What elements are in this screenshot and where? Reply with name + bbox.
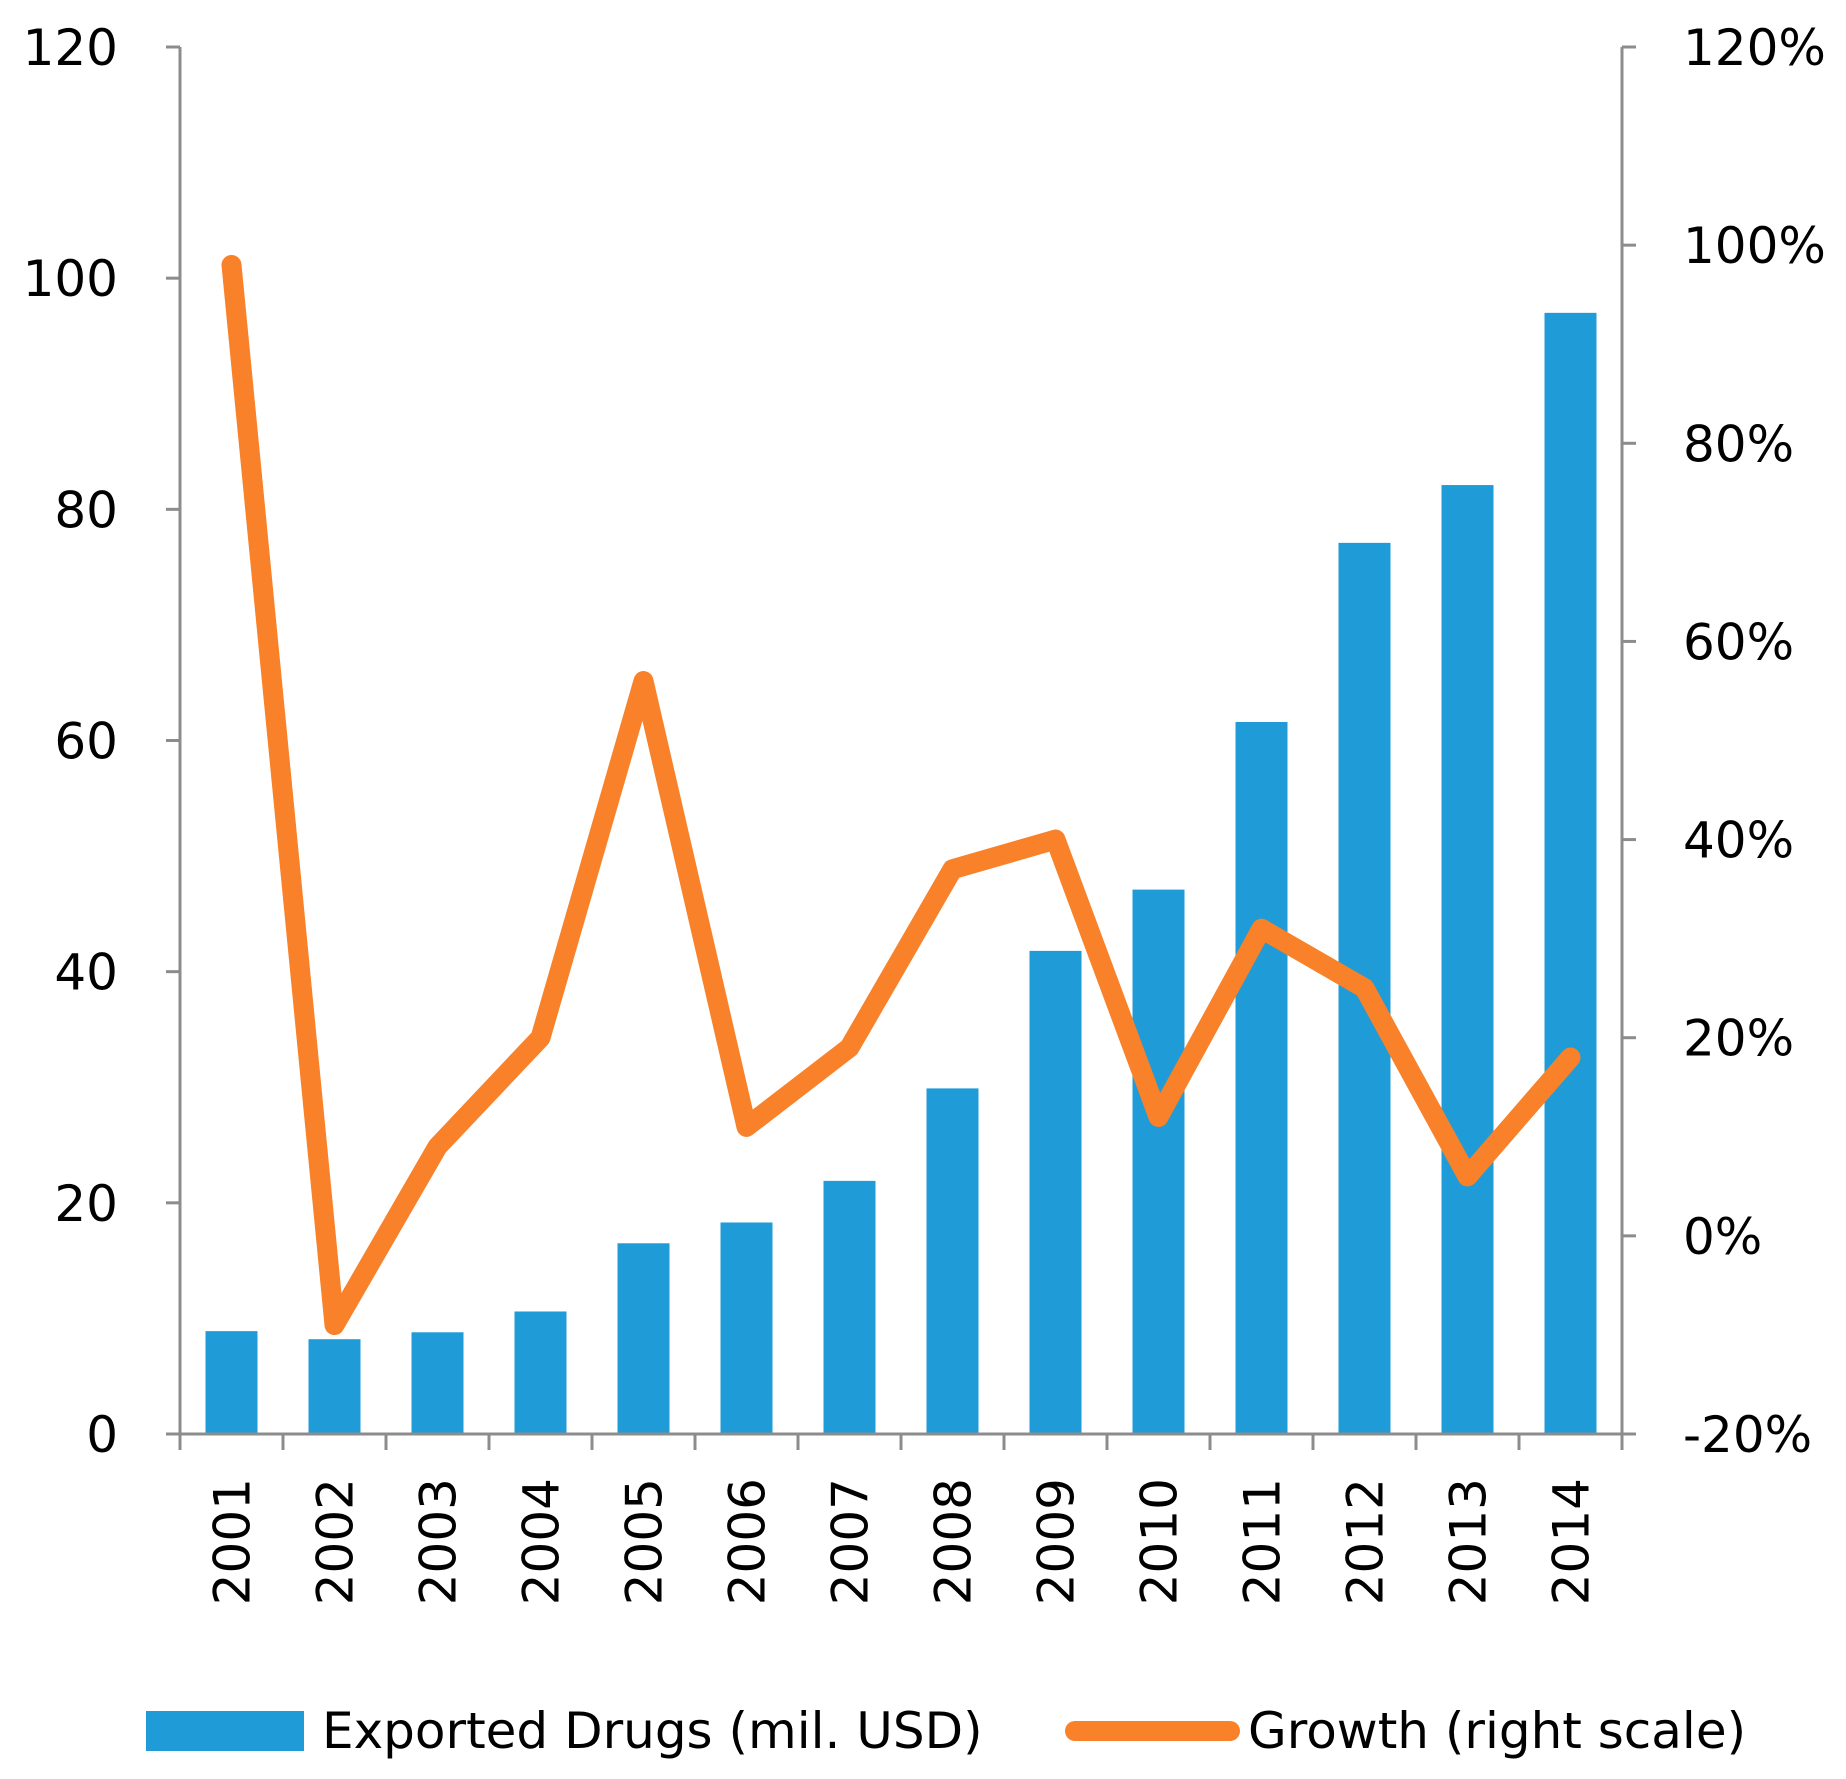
growth-point-2009	[1054, 838, 1057, 841]
x-tick-label-2012: 2012	[1337, 1478, 1395, 1605]
growth-point-2008	[951, 868, 954, 871]
right-tick-label: 80%	[1683, 415, 1794, 473]
left-axis-tick-labels: 0 20 40 60 80 100 120	[23, 19, 118, 1464]
x-tick-label-2009: 2009	[1028, 1478, 1086, 1605]
legend-line-label: Growth (right scale)	[1248, 1702, 1746, 1760]
bar-series	[205, 312, 1597, 1435]
x-tick-label-2010: 2010	[1131, 1478, 1189, 1605]
growth-point-2001	[230, 263, 233, 266]
x-tick-label-2008: 2008	[925, 1478, 983, 1605]
bar-2007	[823, 1180, 876, 1434]
right-tick-label: 20%	[1683, 1010, 1794, 1068]
growth-line-series	[221, 254, 1581, 1336]
bar-2010	[1132, 889, 1185, 1434]
bar-2014	[1544, 312, 1597, 1434]
bar-2013	[1441, 485, 1494, 1435]
right-tick-label: 120%	[1683, 19, 1826, 77]
axes	[166, 45, 1636, 1450]
bar-2002	[308, 1339, 361, 1434]
bar-2004	[514, 1311, 567, 1434]
left-tick-label: 20	[54, 1175, 118, 1233]
x-tick-label-2007: 2007	[822, 1478, 880, 1605]
growth-point-2011	[1260, 927, 1263, 930]
x-tick-label-2014: 2014	[1543, 1478, 1601, 1605]
bar-2003	[411, 1332, 464, 1434]
x-tick-label-2002: 2002	[307, 1478, 365, 1605]
left-tick-label: 0	[86, 1406, 118, 1464]
x-tick-label-2013: 2013	[1440, 1478, 1498, 1605]
x-axis-tick-labels: 2001 2002 2003 2004 2005 2006 2007 2008 2009 2010…	[204, 1478, 1601, 1605]
growth-point-2014	[1569, 1056, 1572, 1059]
legend: Exported Drugs (mil. USD) Growth (right …	[146, 1702, 1746, 1760]
right-tick-label: 60%	[1683, 613, 1794, 671]
bar-2001	[205, 1331, 258, 1434]
left-tick-label: 60	[54, 713, 118, 771]
left-tick-label: 40	[54, 944, 118, 1002]
x-tick-label-2003: 2003	[410, 1478, 468, 1605]
growth-point-2004	[539, 1036, 542, 1039]
growth-point-2002	[333, 1324, 336, 1327]
growth-point-2005	[642, 680, 645, 683]
bar-2011	[1235, 722, 1288, 1434]
bar-2006	[720, 1222, 773, 1434]
left-tick-label: 120	[23, 19, 118, 77]
right-tick-label: 100%	[1683, 217, 1826, 275]
growth-point-2006	[745, 1125, 748, 1128]
growth-point-2003	[436, 1145, 439, 1148]
x-tick-label-2011: 2011	[1234, 1478, 1292, 1605]
growth-point-2012	[1363, 987, 1366, 990]
bar-2009	[1029, 950, 1082, 1434]
growth-point-2010	[1157, 1115, 1160, 1118]
growth-line	[221, 254, 1581, 1336]
right-tick-label: 40%	[1683, 812, 1794, 870]
growth-point-2007	[848, 1046, 851, 1049]
legend-bar-swatch	[146, 1711, 304, 1751]
right-axis-tick-labels: -20% 0% 20% 40% 60% 80% 100% 120%	[1683, 19, 1826, 1464]
bar-2008	[926, 1088, 979, 1434]
legend-bar-label: Exported Drugs (mil. USD)	[322, 1702, 983, 1760]
growth-point-2013	[1466, 1175, 1469, 1178]
x-tick-label-2006: 2006	[719, 1478, 777, 1605]
x-tick-label-2001: 2001	[204, 1478, 262, 1605]
left-tick-label: 100	[23, 250, 118, 308]
bar-2005	[617, 1243, 670, 1434]
left-tick-label: 80	[54, 481, 118, 539]
right-tick-label: -20%	[1683, 1406, 1812, 1464]
x-tick-label-2004: 2004	[513, 1478, 571, 1605]
right-tick-label: 0%	[1683, 1208, 1762, 1266]
x-tick-label-2005: 2005	[616, 1478, 674, 1605]
